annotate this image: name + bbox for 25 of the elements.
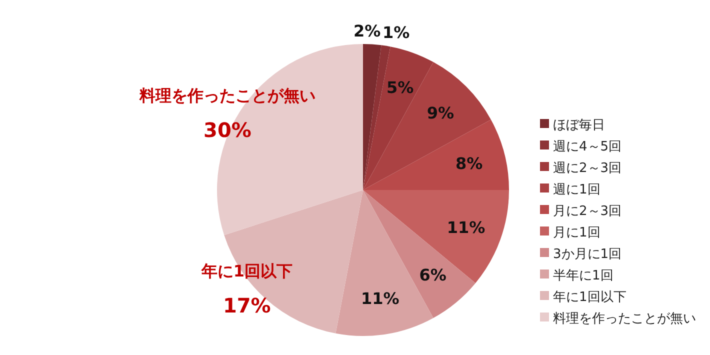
legend-label: ほぼ毎日	[553, 118, 605, 133]
slice-label: 年に1回以下	[200, 262, 292, 281]
data-label: 8%	[455, 154, 483, 173]
data-label: 30%	[204, 118, 252, 142]
legend-label: 料理を作ったことが無い	[553, 312, 696, 326]
legend-label: 半年に1回	[553, 268, 614, 284]
data-label: 6%	[419, 265, 446, 284]
data-label: 1%	[382, 22, 410, 42]
data-label: 11%	[360, 289, 400, 308]
pie-slice	[363, 120, 509, 190]
legend-label: 月に1回	[553, 226, 600, 240]
legend-label: 週に1回	[553, 182, 600, 198]
pie-slice	[363, 190, 509, 284]
data-label: 11%	[446, 218, 486, 238]
legend-label: 週に2～3回	[553, 161, 622, 176]
data-label: 2%	[353, 21, 381, 40]
data-label: 9%	[426, 104, 454, 123]
legend-label: 年に1回以下	[553, 290, 626, 305]
legend-label: 3か月に1回	[553, 247, 622, 262]
data-label: 5%	[386, 78, 414, 97]
legend-label: 月に2～3回	[553, 204, 622, 219]
data-label: 17%	[222, 294, 271, 318]
legend-label: 週に4～5回	[553, 140, 622, 154]
pie-slice	[363, 44, 382, 190]
slice-label: 料理を作ったことが無い	[138, 86, 316, 105]
